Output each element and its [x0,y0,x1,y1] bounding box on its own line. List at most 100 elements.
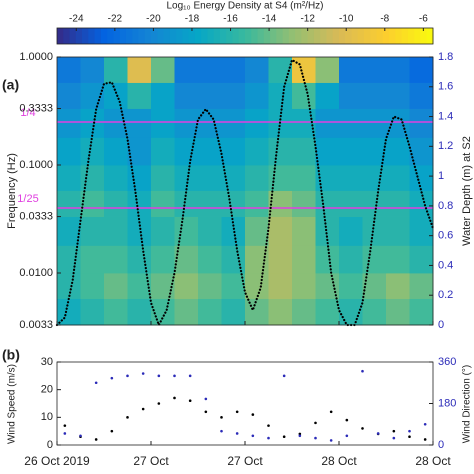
heatmap-cell [221,57,246,83]
heatmap-cell [386,298,410,326]
heatmap-cell [409,216,434,246]
scatter-point [408,435,411,439]
heatmap-cell [174,57,199,83]
colorbar-segment [389,28,396,44]
heatmap-cell [362,272,387,299]
colorbar-segment [201,28,208,44]
heatmap-cell [386,245,410,274]
colorbar-segment [245,28,252,44]
heatmap-cell [409,137,434,166]
scatter-point [188,374,192,378]
heatmap-cell [339,245,363,274]
heatmap-cell [268,216,293,246]
scatter-point [188,399,192,403]
colorbar-segment [132,28,139,44]
y2-tick-label: 1.4 [438,110,453,122]
colorbar-segment [382,28,390,44]
y-tick-label: 0 [47,439,53,451]
heatmap-cell [386,57,410,83]
colorbar-segment [169,28,177,44]
heatmap-cell [339,108,363,138]
scatter-point [110,376,114,380]
reference-label: 1/4 [20,107,35,119]
heatmap-cell [127,57,152,83]
heatmap-cell [409,108,434,138]
scatter-point [251,413,255,416]
x-tick-label: 26 Oct 2019 [24,454,90,468]
scatter-point [298,434,302,438]
heatmap-cell [104,272,128,299]
colorbar-segment [157,28,165,44]
scatter-point [157,374,161,378]
colorbar-segment [163,28,171,44]
heatmap-cell [127,82,152,109]
heatmap-cell [245,57,269,83]
colorbar-tick-label: -20 [146,14,161,25]
heatmap-cell [57,82,81,109]
heatmap-cell [80,137,105,166]
colorbar-segment [351,28,359,44]
scatter-point [267,424,270,427]
scatter-point [251,434,255,438]
heatmap-cell [57,137,81,166]
heatmap-cell [362,108,387,138]
scatter-point [94,438,98,441]
heatmap-cell [221,108,246,138]
colorbar-segment [407,28,415,44]
heatmap-cell [315,137,340,166]
scatter-point [141,407,145,411]
heatmap-cell [409,164,434,191]
colorbar-segment [88,28,96,44]
heatmap-cell [386,164,410,191]
colorbar-segment [69,28,77,44]
heatmap-cell [127,272,152,299]
y2-tick-label: 180 [438,397,456,409]
heatmap-cell [268,272,293,299]
y-tick-label: 30 [41,356,53,368]
y-tick-label: 20 [41,384,53,396]
reference-label: 1/25 [17,193,38,205]
heatmap-cell [292,216,316,246]
heatmap-cell [315,245,340,274]
scatter-point [173,374,176,378]
heatmap-cell [104,108,128,138]
heatmap-cell [315,108,340,138]
colorbar-segment [339,28,346,44]
colorbar-segment [119,28,127,44]
colorbar-tick-label: -24 [69,14,84,25]
heatmap-cell [245,108,269,138]
colorbar-segment [226,28,233,44]
scatter-point [361,369,364,373]
heatmap-cell [80,82,105,109]
colorbar-segment [295,28,302,44]
colorbar-segment [420,28,428,44]
colorbar-segment [332,28,340,44]
y2-tick-label: 0.2 [438,289,453,301]
y2-tick-label: 1.6 [438,81,453,93]
scatter-point [423,438,427,441]
colorbar-tick-label: -8 [380,14,389,25]
colorbar-tick-label: -6 [419,14,428,25]
colorbar-segment [219,28,227,44]
heatmap-cell [245,137,269,166]
colorbar-segment [282,28,290,44]
panel-label: (b) [2,347,20,363]
heatmap-cell [80,190,105,217]
colorbar-segment [151,28,158,44]
x-tick-label: 27 Oct [133,454,169,468]
colorbar-segment [251,28,259,44]
heatmap-cell [292,137,316,166]
y-tick-label: 0.0033 [19,319,53,331]
heatmap-cell [174,298,199,326]
heatmap-cell [57,190,81,217]
heatmap-cell [221,245,246,274]
heatmap-cell [292,164,316,191]
heatmap-cell [362,245,387,274]
colorbar-segment [100,28,108,44]
y-tick-label: 0.0333 [19,210,53,222]
colorbar-segment [395,28,403,44]
colorbar-segment [301,28,309,44]
heatmap-cell [315,298,340,326]
colorbar-segment [182,28,190,44]
heatmap-cell [80,164,105,191]
